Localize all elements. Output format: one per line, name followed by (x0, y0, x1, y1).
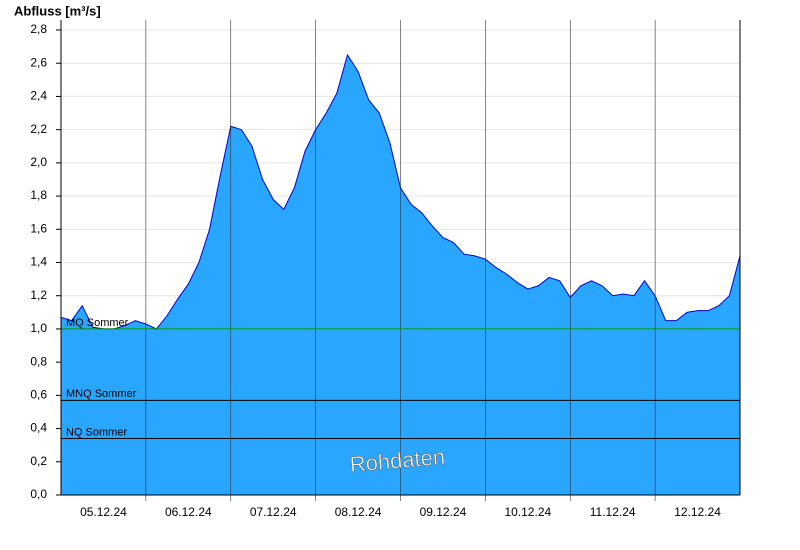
y-tick-label: 2,2 (30, 122, 47, 136)
y-tick-label: 0,8 (30, 354, 47, 368)
y-tick-label: 2,0 (30, 155, 47, 169)
x-tick-label: 08.12.24 (335, 505, 382, 519)
reference-label: MNQ Sommer (66, 388, 137, 400)
y-tick-label: 0,2 (30, 454, 47, 468)
x-tick-label: 09.12.24 (420, 505, 467, 519)
y-tick-label: 2,4 (30, 89, 47, 103)
y-tick-label: 1,0 (30, 321, 47, 335)
x-tick-label: 12.12.24 (674, 505, 721, 519)
x-tick-label: 11.12.24 (590, 505, 636, 519)
y-tick-label: 2,8 (30, 22, 47, 36)
x-tick-label: 05.12.24 (80, 505, 127, 519)
y-tick-label: 0,4 (30, 421, 47, 435)
reference-label: NQ Sommer (66, 426, 127, 438)
y-tick-label: 1,8 (30, 188, 47, 202)
y-tick-label: 1,2 (30, 288, 47, 302)
y-tick-label: 0,6 (30, 388, 47, 402)
x-tick-label: 10.12.24 (504, 505, 551, 519)
reference-label: MQ Sommer (66, 317, 129, 329)
x-tick-label: 06.12.24 (165, 505, 212, 519)
y-tick-label: 1,4 (30, 255, 47, 269)
y-axis-label: Abfluss [m³/s] (14, 3, 101, 18)
y-tick-label: 1,6 (30, 221, 47, 235)
y-tick-label: 2,6 (30, 55, 47, 69)
y-tick-label: 0,0 (30, 487, 47, 501)
x-tick-label: 07.12.24 (250, 505, 297, 519)
